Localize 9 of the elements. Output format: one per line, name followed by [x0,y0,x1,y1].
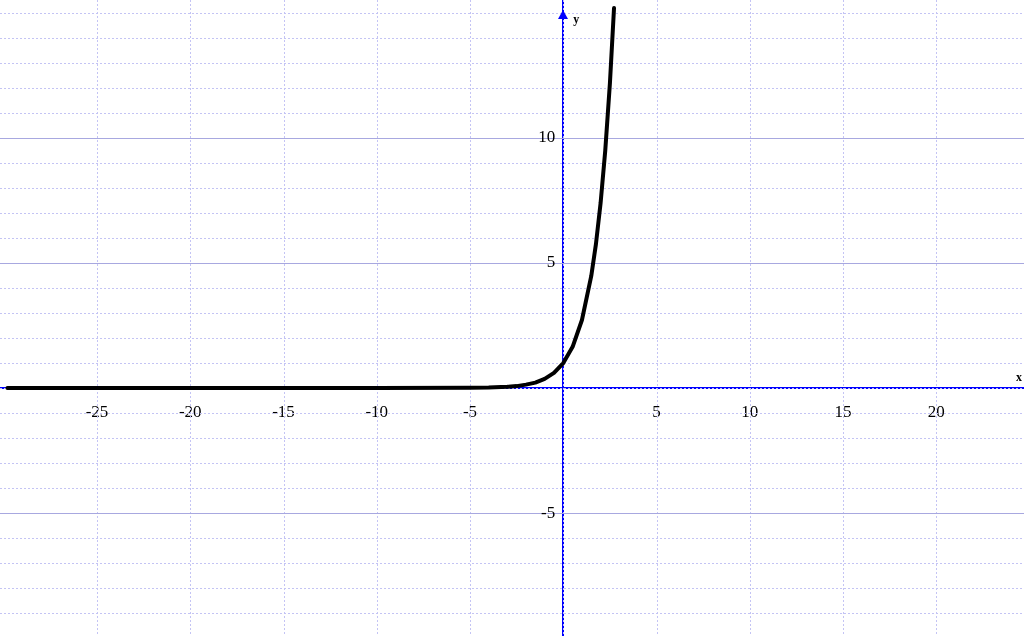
y-axis-title: y [573,12,580,27]
x-tick-label: 5 [652,401,661,421]
x-tick-label: 15 [834,401,852,421]
y-tick-label: 5 [546,252,556,272]
y-tick-label: -5 [541,502,556,522]
x-tick-label: 20 [927,401,945,421]
x-axis-title: x [1016,370,1022,385]
y-tick-label: 10 [538,127,556,147]
x-tick-label: -15 [272,401,295,421]
